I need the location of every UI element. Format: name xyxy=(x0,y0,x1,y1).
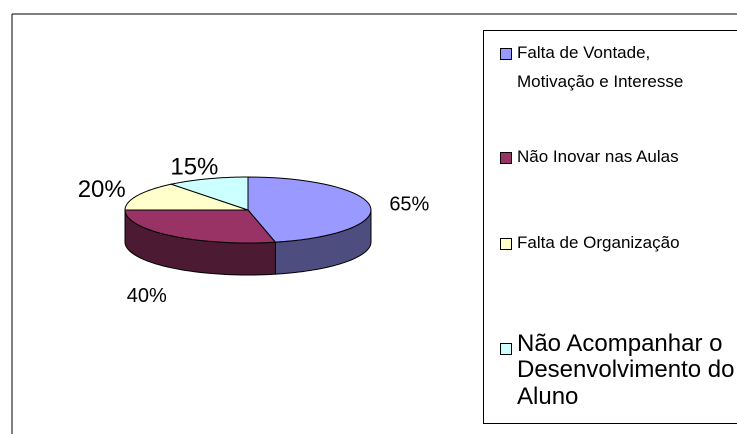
legend: Falta de Vontade, Motivação e Interesse N… xyxy=(483,30,737,424)
legend-item: Falta de Organização xyxy=(500,229,710,258)
legend-swatch xyxy=(500,151,512,164)
data-label: 20% xyxy=(78,176,126,203)
slice xyxy=(124,183,249,211)
slice xyxy=(247,176,372,243)
legend-swatch xyxy=(500,47,512,60)
legend-label: Falta de Organização xyxy=(517,233,680,252)
legend-item: Não Acompanhar o Desenvolvimento do Alun… xyxy=(500,330,737,410)
data-label: 15% xyxy=(170,153,218,180)
legend-label: Não Acompanhar o Desenvolvimento do Alun… xyxy=(517,330,735,410)
slice xyxy=(124,209,277,244)
data-label: 65% xyxy=(389,193,429,215)
legend-item: Falta de Vontade, Motivação e Interesse xyxy=(500,39,710,97)
slice xyxy=(169,176,249,211)
data-label: 40% xyxy=(127,285,167,307)
legend-label: Não Inovar nas Aulas xyxy=(517,147,679,166)
legend-item: Não Inovar nas Aulas xyxy=(500,143,710,172)
legend-swatch xyxy=(500,343,512,355)
legend-swatch xyxy=(500,237,512,250)
legend-label: Falta de Vontade, Motivação e Interesse xyxy=(517,43,684,91)
